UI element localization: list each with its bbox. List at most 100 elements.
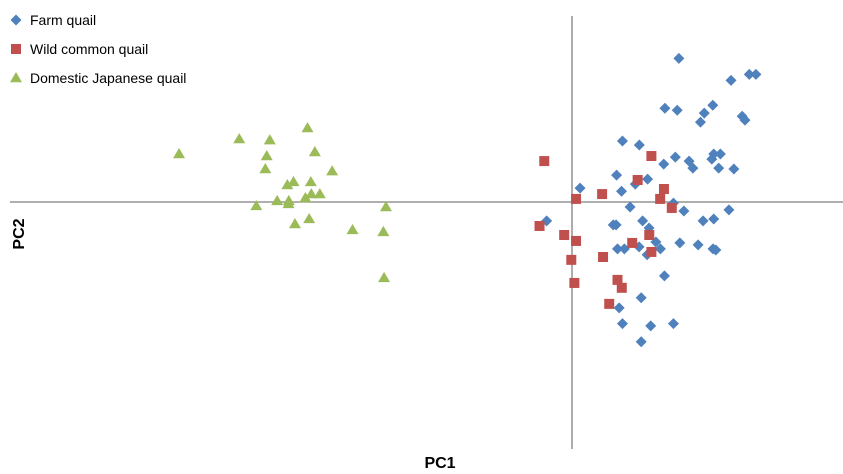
data-point-diamond bbox=[739, 114, 751, 126]
legend-marker-square bbox=[11, 44, 21, 54]
data-point-square bbox=[571, 235, 582, 246]
data-point-triangle bbox=[287, 175, 300, 187]
data-point-square bbox=[604, 298, 615, 309]
data-point-triangle bbox=[379, 201, 392, 212]
data-point-triangle bbox=[260, 150, 273, 161]
data-point-triangle bbox=[378, 271, 391, 283]
legend-marker-diamond bbox=[10, 14, 22, 26]
legend-label: Domestic Japanese quail bbox=[30, 70, 186, 86]
data-point-triangle bbox=[304, 175, 317, 187]
data-point-diamond bbox=[659, 102, 671, 114]
data-point-diamond bbox=[642, 173, 654, 185]
data-point-square bbox=[598, 252, 609, 262]
data-point-diamond bbox=[635, 336, 647, 348]
data-point-diamond bbox=[645, 320, 657, 332]
data-point-diamond bbox=[743, 68, 755, 80]
data-point-square bbox=[666, 202, 677, 213]
data-point-square bbox=[646, 246, 657, 257]
x-axis-title: PC1 bbox=[424, 455, 455, 472]
data-point-diamond bbox=[708, 213, 720, 225]
data-point-diamond bbox=[607, 219, 619, 231]
axes bbox=[10, 16, 843, 449]
data-point-square bbox=[571, 193, 582, 204]
data-point-diamond bbox=[633, 139, 645, 151]
data-point-diamond bbox=[612, 243, 624, 255]
data-point-diamond bbox=[714, 148, 726, 160]
data-point-diamond bbox=[694, 116, 706, 128]
data-point-diamond bbox=[658, 158, 670, 170]
data-point-square bbox=[632, 175, 643, 185]
data-point-triangle bbox=[305, 188, 318, 199]
data-point-square bbox=[612, 274, 623, 285]
data-point-square bbox=[616, 282, 627, 293]
data-point-diamond bbox=[710, 244, 722, 256]
data-point-square bbox=[559, 230, 570, 240]
data-point-diamond bbox=[669, 151, 681, 163]
data-point-triangle bbox=[288, 218, 301, 229]
data-point-diamond bbox=[654, 243, 666, 255]
data-point-square bbox=[539, 156, 550, 167]
data-point-diamond bbox=[723, 204, 735, 216]
data-point-diamond bbox=[667, 318, 679, 330]
data-point-triangle bbox=[233, 133, 246, 144]
data-point-diamond bbox=[673, 52, 685, 64]
legend-item-domestic-japanese-quail: Domestic Japanese quail bbox=[10, 70, 186, 86]
data-point-square bbox=[646, 151, 657, 162]
data-point-square bbox=[644, 230, 655, 240]
data-point-diamond bbox=[658, 270, 670, 282]
data-point-square bbox=[655, 193, 666, 204]
data-point-diamond bbox=[678, 205, 690, 217]
data-point-triangle bbox=[377, 225, 390, 237]
legend-label: Farm quail bbox=[30, 12, 96, 28]
data-point-triangle bbox=[281, 179, 294, 190]
series-diamond bbox=[541, 52, 762, 348]
data-point-triangle bbox=[346, 223, 359, 235]
legend-item-farm-quail: Farm quail bbox=[10, 12, 96, 28]
data-point-diamond bbox=[618, 243, 630, 255]
data-point-square bbox=[566, 254, 577, 265]
data-point-diamond bbox=[637, 215, 649, 227]
data-point-square bbox=[569, 277, 580, 288]
legend-label: Wild common quail bbox=[30, 41, 148, 57]
data-point-diamond bbox=[707, 99, 719, 111]
data-point-triangle bbox=[313, 188, 326, 199]
data-point-diamond bbox=[574, 182, 586, 194]
data-point-square bbox=[534, 220, 545, 231]
data-point-triangle bbox=[250, 199, 263, 211]
data-point-diamond bbox=[692, 239, 704, 251]
series-triangle bbox=[173, 122, 392, 283]
data-point-diamond bbox=[687, 162, 699, 174]
data-point-diamond bbox=[635, 292, 647, 304]
data-point-triangle bbox=[271, 194, 284, 206]
data-points bbox=[173, 52, 762, 348]
data-point-diamond bbox=[725, 74, 737, 86]
data-point-square bbox=[627, 237, 638, 248]
data-point-diamond bbox=[697, 215, 709, 227]
legend: Farm quail Wild common quail Domestic Ja… bbox=[10, 12, 186, 86]
data-point-square bbox=[658, 184, 669, 195]
legend-marker-triangle bbox=[10, 72, 22, 83]
data-point-square bbox=[597, 189, 608, 200]
data-point-triangle bbox=[259, 163, 272, 174]
data-point-triangle bbox=[308, 146, 321, 157]
data-point-triangle bbox=[303, 212, 316, 224]
data-point-triangle bbox=[282, 197, 295, 209]
data-point-triangle bbox=[173, 148, 186, 159]
y-axis-title: PC2 bbox=[11, 218, 28, 249]
data-point-triangle bbox=[301, 122, 314, 133]
data-point-diamond bbox=[611, 169, 623, 181]
data-point-diamond bbox=[616, 185, 628, 197]
data-point-triangle bbox=[299, 192, 312, 203]
data-point-diamond bbox=[713, 162, 725, 174]
series-square bbox=[534, 151, 677, 309]
data-point-triangle bbox=[326, 165, 339, 176]
data-point-diamond bbox=[671, 104, 683, 116]
data-point-diamond bbox=[674, 237, 686, 249]
data-point-diamond bbox=[698, 107, 710, 119]
data-point-diamond bbox=[613, 302, 625, 314]
data-point-diamond bbox=[624, 201, 636, 213]
data-point-diamond bbox=[706, 153, 718, 165]
data-point-diamond bbox=[616, 135, 628, 147]
data-point-diamond bbox=[728, 163, 740, 175]
